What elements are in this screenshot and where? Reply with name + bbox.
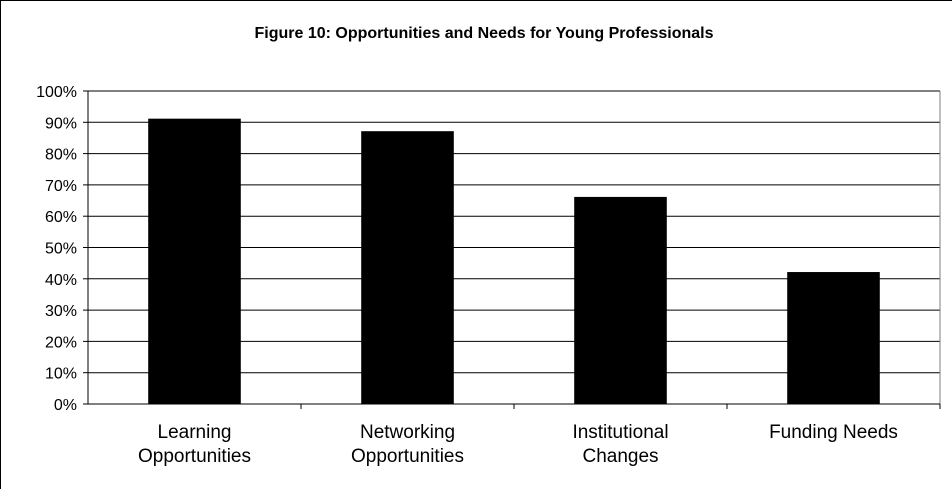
y-tick-label: 70% [45, 178, 77, 195]
x-category-label: Learning Opportunities [138, 422, 251, 467]
x-category-label: Funding Needs [769, 422, 898, 443]
y-tick-label: 20% [45, 334, 77, 351]
bar [361, 131, 454, 405]
y-tick-label: 0% [54, 397, 77, 414]
bar [148, 118, 241, 405]
y-axis: 0% 10% 20% 30% 40% 50% 60% 70% 80% 90% 100% [36, 84, 89, 414]
x-axis: Learning Opportunities Networking Opportuni… [88, 403, 941, 467]
y-tick-label: 90% [45, 115, 77, 132]
y-tick-label: 10% [45, 366, 77, 383]
y-tick-label: 30% [45, 303, 77, 320]
x-category-label: Institutional Changes [572, 422, 668, 467]
chart-title: Figure 10: Opportunities and Needs for Y… [254, 25, 713, 42]
y-tick-label: 60% [45, 209, 77, 226]
bars [148, 118, 880, 405]
bar [787, 272, 880, 405]
y-tick-label: 80% [45, 147, 77, 164]
x-category-label: Networking Opportunities [351, 422, 464, 467]
bar [574, 196, 667, 405]
y-tick-label: 100% [36, 84, 77, 101]
y-tick-label: 50% [45, 241, 77, 258]
y-tick-label: 40% [45, 272, 77, 289]
